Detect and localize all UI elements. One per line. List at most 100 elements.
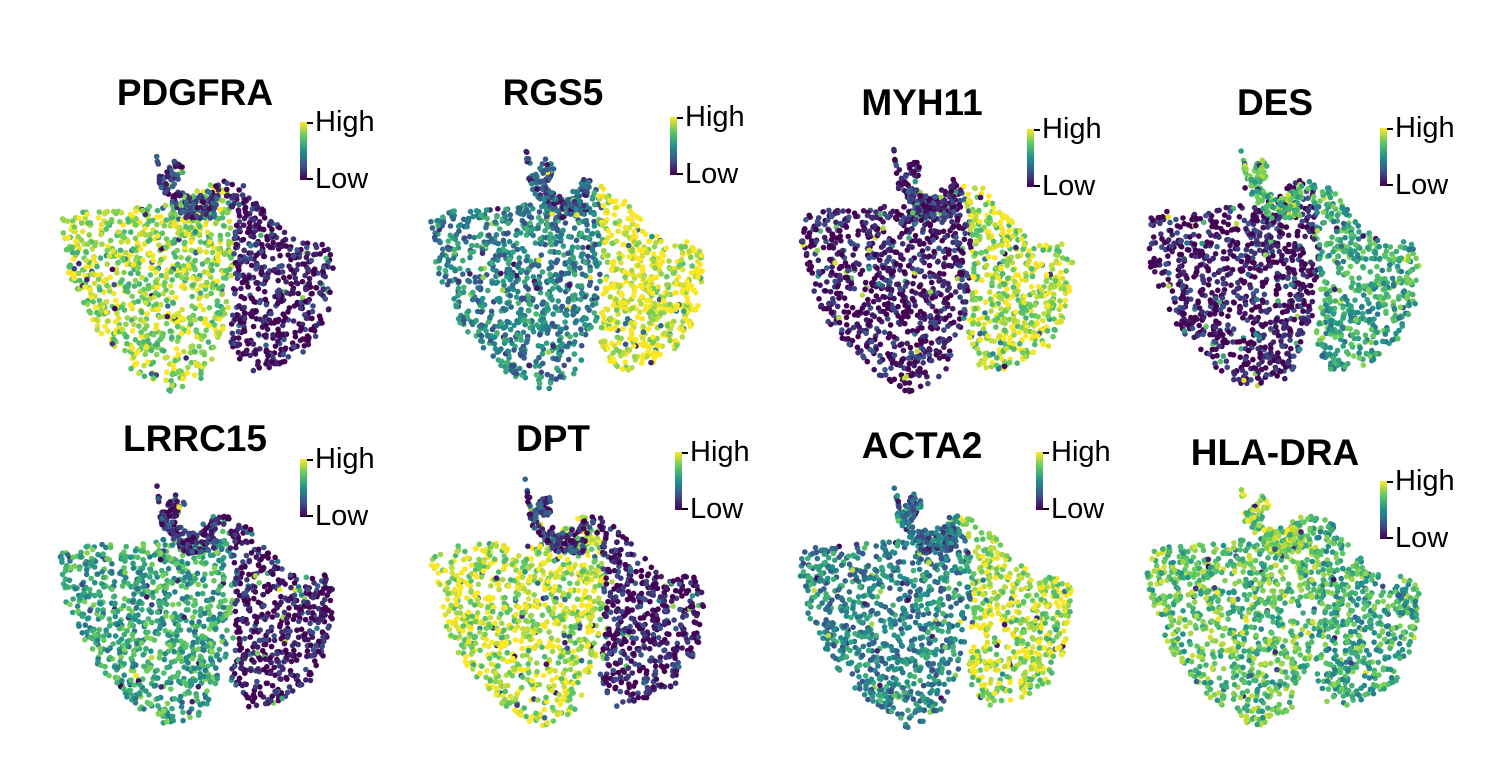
cell-point [965, 191, 971, 198]
cell-point [475, 285, 481, 291]
cell-point [164, 313, 171, 320]
cell-point [169, 370, 176, 377]
cell-point [1288, 345, 1294, 352]
cell-point [147, 231, 154, 238]
cell-point [909, 288, 915, 294]
cell-point [905, 355, 912, 362]
cell-point [885, 334, 892, 341]
cell-point [1009, 324, 1015, 331]
cell-point [837, 277, 844, 283]
cell-point [519, 267, 526, 274]
cell-point [178, 202, 184, 208]
cell-point [185, 329, 192, 335]
cell-point [147, 272, 154, 278]
cell-point [460, 257, 466, 264]
cell-point [153, 153, 160, 160]
cell-point [198, 283, 204, 289]
cell-point [896, 382, 903, 389]
cell-point [1040, 340, 1046, 347]
cell-point [99, 241, 105, 248]
cell-point [179, 169, 186, 176]
cell-point [200, 306, 207, 313]
cell-point [622, 274, 628, 281]
cell-point [228, 272, 235, 279]
cell-point [1004, 275, 1011, 282]
cell-point [306, 275, 313, 282]
cell-point [914, 266, 921, 273]
cell-point [893, 170, 900, 176]
cell-point [76, 260, 82, 267]
cell-point [566, 282, 573, 289]
cell-point [250, 323, 257, 330]
cell-point [286, 263, 292, 269]
colorbar-tick-low [677, 173, 683, 175]
cell-point [173, 345, 180, 352]
cell-point [278, 298, 285, 305]
cell-point [510, 286, 517, 293]
cell-point [578, 342, 585, 349]
cell-point [74, 249, 81, 256]
cell-point [188, 359, 195, 366]
cell-point [317, 251, 324, 257]
cell-point [895, 303, 901, 310]
cell-point [910, 209, 916, 216]
cell-point [259, 324, 266, 330]
cell-point [629, 267, 635, 274]
cell-point [638, 301, 644, 307]
cell-point [1045, 313, 1051, 319]
cell-point [327, 251, 334, 258]
cell-point [1014, 318, 1021, 325]
cell-point [185, 256, 191, 262]
cell-point [902, 387, 908, 394]
cell-point [967, 238, 974, 244]
colorbar-tick-high [307, 122, 313, 124]
cell-point [144, 311, 150, 317]
cell-point [573, 206, 579, 213]
cell-point [250, 217, 257, 223]
cell-point [595, 232, 602, 239]
cell-point [163, 297, 170, 304]
cell-point [891, 146, 897, 153]
cell-point [498, 320, 505, 326]
cell-point [624, 316, 631, 322]
cell-point [556, 351, 563, 358]
cell-point [175, 351, 182, 358]
cell-point [944, 303, 951, 310]
cell-point [856, 324, 862, 331]
cell-point [671, 290, 678, 296]
cell-point [950, 181, 957, 188]
cell-point [514, 318, 520, 324]
cell-point [669, 322, 675, 329]
cell-point [205, 339, 212, 345]
cell-point [92, 242, 98, 249]
cell-point [504, 300, 511, 307]
cell-point [247, 352, 253, 359]
cell-point [904, 227, 910, 233]
cell-point [572, 366, 578, 373]
cell-point [1002, 341, 1008, 347]
cell-point [553, 259, 559, 266]
cell-point [261, 215, 268, 221]
cell-point [248, 262, 255, 269]
cell-point [492, 239, 498, 246]
cell-point [977, 336, 984, 343]
cell-point [141, 373, 148, 380]
cell-point [233, 241, 240, 248]
cell-point [951, 247, 958, 254]
cell-point [164, 354, 170, 361]
cell-point [620, 350, 627, 357]
cell-point [493, 280, 499, 286]
cell-point [984, 315, 990, 321]
cell-point [584, 227, 591, 234]
cell-point [108, 216, 115, 223]
cell-point [613, 238, 620, 244]
cell-point [115, 259, 122, 266]
cell-point [828, 236, 835, 243]
cell-point [565, 270, 572, 276]
cell-point [178, 330, 185, 337]
cell-point [877, 211, 884, 218]
cell-point [518, 306, 524, 313]
cell-point [948, 188, 954, 195]
cell-point [605, 227, 611, 234]
cell-point [908, 350, 914, 356]
